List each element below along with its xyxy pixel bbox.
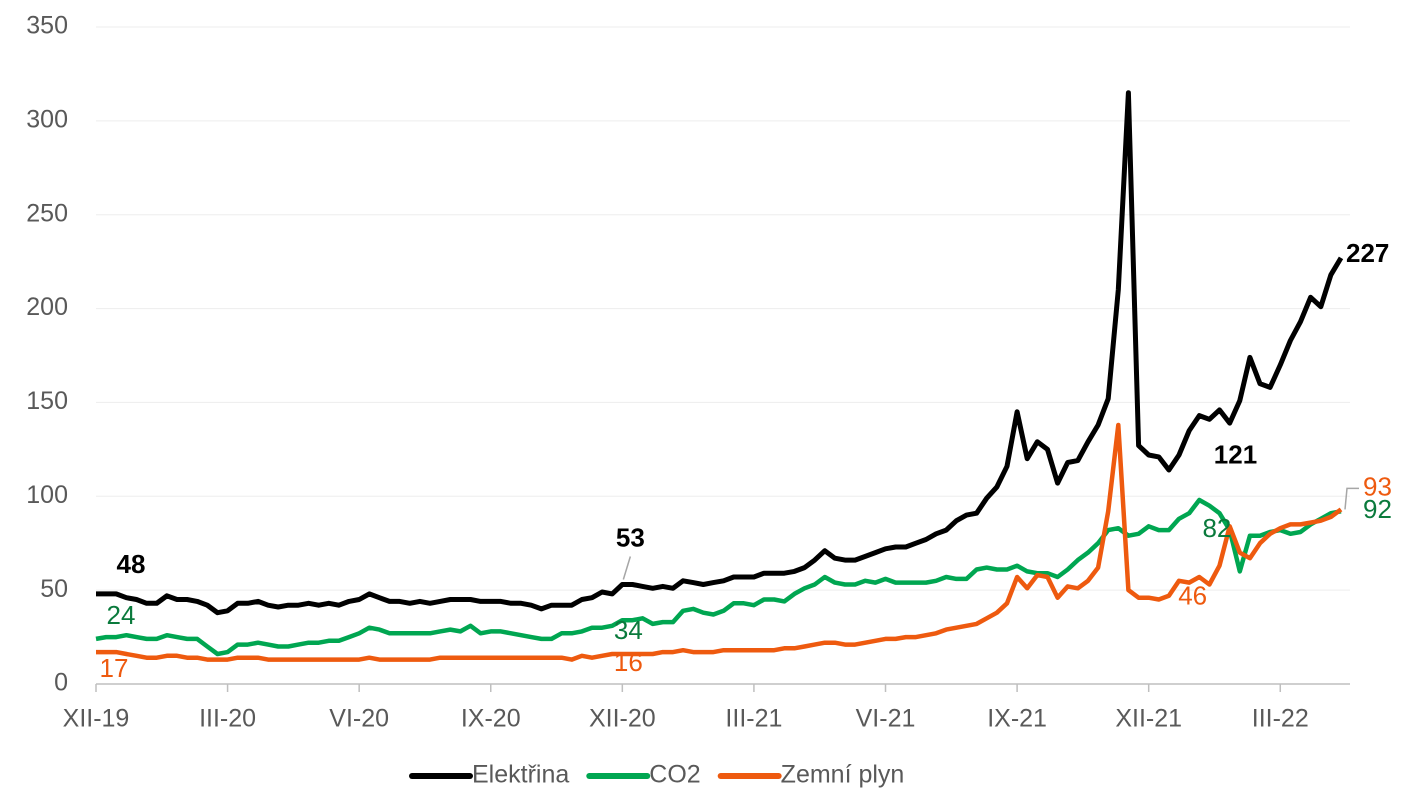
series-line	[96, 90, 1344, 616]
y-tick-label: 0	[54, 669, 68, 697]
legend-label: Zemní plyn	[781, 761, 905, 789]
x-tick-label: XII-21	[1115, 705, 1182, 733]
y-tick-label: 100	[26, 481, 68, 509]
y-tick-label: 50	[40, 575, 68, 603]
y-tick-label: 300	[26, 105, 68, 133]
x-tick-label: XII-20	[589, 705, 656, 733]
x-tick-label: IX-20	[461, 705, 521, 733]
data-label: 93	[1363, 471, 1392, 501]
x-tick-label: III-20	[199, 705, 256, 733]
data-label: 24	[107, 600, 136, 630]
data-label: 46	[1178, 581, 1207, 611]
leader-line	[622, 556, 632, 580]
x-tick-label: III-21	[725, 705, 782, 733]
series-line	[96, 422, 1343, 662]
data-label: 92	[1363, 494, 1392, 524]
x-tick-label: III-22	[1252, 705, 1309, 733]
data-label: 227	[1346, 238, 1389, 268]
x-tick-label: XII-19	[63, 705, 130, 733]
y-tick-label: 350	[26, 12, 68, 40]
data-label: 53	[616, 522, 645, 552]
data-label: 17	[100, 653, 129, 683]
data-label: 121	[1214, 440, 1257, 470]
legend-label: CO2	[649, 761, 700, 789]
series-line	[95, 497, 1342, 657]
y-tick-label: 200	[26, 293, 68, 321]
x-tick-label: VI-20	[329, 705, 389, 733]
y-tick-label: 150	[26, 387, 68, 415]
x-tick-label: VI-21	[856, 705, 916, 733]
data-label: 82	[1202, 513, 1231, 543]
data-label: 48	[117, 549, 146, 579]
y-tick-label: 250	[26, 199, 68, 227]
x-tick-label: IX-21	[987, 705, 1047, 733]
legend-label: Elektřina	[472, 761, 569, 789]
leader-line	[1344, 487, 1359, 510]
data-label: 16	[614, 647, 643, 677]
data-label: 34	[614, 615, 643, 645]
